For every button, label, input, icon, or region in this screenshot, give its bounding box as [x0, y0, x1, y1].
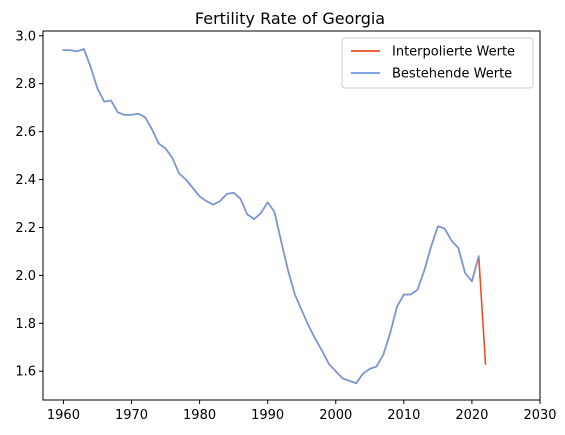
x-tick-label-2010: 2010: [387, 408, 420, 423]
x-tick-label-1990: 1990: [251, 408, 284, 423]
y-tick-label-3: 3.0: [15, 29, 36, 44]
y-tick-label-2: 2.0: [15, 269, 36, 284]
legend: Interpolierte Werte Bestehende Werte: [341, 37, 534, 89]
y-tick-label-2.2: 2.2: [15, 221, 36, 236]
series-layer: [62, 48, 487, 385]
y-tick-label-2.4: 2.4: [15, 173, 36, 188]
y-tick-label-2.6: 2.6: [15, 125, 36, 140]
y-tick-label-1.6: 1.6: [15, 365, 36, 380]
x-tick-label-2000: 2000: [319, 408, 352, 423]
x-tick-label-1970: 1970: [115, 408, 148, 423]
legend-box: [341, 37, 534, 89]
x-tick-label-1960: 1960: [47, 408, 80, 423]
legend-label-0: Interpolierte Werte: [392, 45, 515, 60]
x-tick-label-1980: 1980: [183, 408, 216, 423]
chart-title: Fertility Rate of Georgia: [195, 9, 385, 28]
y-tick-label-2.8: 2.8: [15, 77, 36, 92]
series-line-0: [62, 48, 487, 385]
x-tick-label-2020: 2020: [455, 408, 488, 423]
plot-frame: [42, 30, 541, 401]
series-line-1: [62, 48, 480, 385]
y-tick-label-1.8: 1.8: [15, 317, 36, 332]
x-tick-label-2030: 2030: [523, 408, 556, 423]
axes-layer: 1960 1970 1980 1990 2000 2010 2020 2030 1.6 1.8 2.…: [15, 29, 556, 423]
legend-label-1: Bestehende Werte: [392, 67, 512, 82]
